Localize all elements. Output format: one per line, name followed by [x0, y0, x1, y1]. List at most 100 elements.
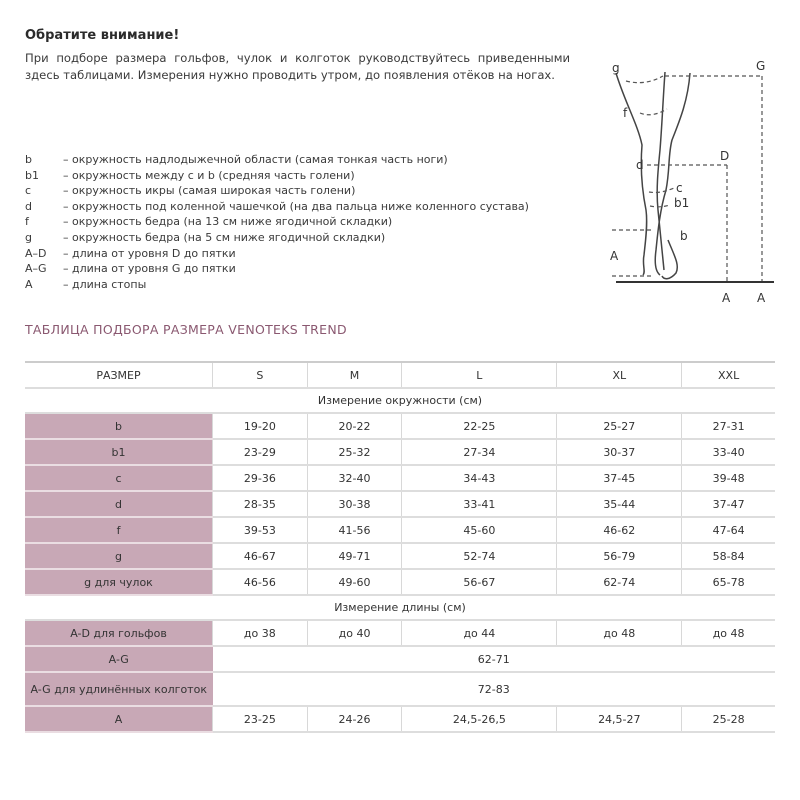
row-label: A-G для удлинённых колготок	[25, 672, 213, 707]
size-value: 47-64	[681, 517, 775, 544]
legend-text: – окружность бедра (на 5 см ниже ягодичн…	[63, 230, 386, 244]
table-row: b 19-20 20-22 22-25 25-27 27-31	[25, 413, 775, 440]
label-b: b	[680, 229, 688, 243]
size-value: 56-67	[401, 569, 557, 596]
legend-key: A–D	[25, 246, 47, 260]
table-row: b1 23-29 25-32 27-34 30-37 33-40	[25, 439, 775, 466]
size-value: 49-60	[306, 569, 402, 596]
legend-text: – длина от уровня D до пятки	[63, 246, 236, 260]
leg-measurement-diagram: g f d c b1 b A D G A A	[610, 59, 774, 305]
legend-text: – окружность под коленной чашечкой (на д…	[63, 199, 529, 213]
size-value: 52-74	[401, 543, 557, 570]
legend-key: b1	[25, 168, 39, 182]
label-b1: b1	[674, 196, 689, 210]
legend-key: b	[25, 153, 32, 166]
size-value: 33-41	[401, 491, 557, 518]
size-value: до 40	[306, 620, 402, 647]
row-label: g для чулок	[25, 569, 213, 596]
legend-text: – окружность бедра (на 13 см ниже ягодич…	[63, 215, 393, 229]
table-row: d 28-35 30-38 33-41 35-44 37-47	[25, 491, 775, 518]
label-d: d	[636, 158, 644, 172]
legend-item: g – окружность бедра (на 5 см ниже ягодич…	[25, 230, 529, 246]
table-title: ТАБЛИЦА ПОДБОРА РАЗМЕРА VENOTEKS TREND	[25, 322, 347, 337]
size-value: 62-74	[556, 569, 682, 596]
inner-leg-outline	[656, 71, 666, 271]
size-value: 25-32	[306, 439, 402, 466]
header-cell: РАЗМЕР	[25, 361, 213, 389]
size-value: 33-40	[681, 439, 775, 466]
size-value: до 44	[401, 620, 557, 647]
merged-value: 62-71	[212, 646, 775, 673]
size-value: 46-56	[212, 569, 308, 596]
size-value: 25-28	[681, 706, 775, 733]
section-row: Измерение окружности (см)	[25, 388, 775, 414]
header-cell: XL	[556, 361, 682, 389]
size-value: до 38	[212, 620, 308, 647]
size-value: 45-60	[401, 517, 557, 544]
right-leg-outline	[654, 72, 691, 276]
legend-text: – длина стопы	[63, 277, 147, 291]
row-label: d	[25, 491, 213, 518]
legend-item: A–D – длина от уровня D до пятки	[25, 246, 529, 262]
notice-text: При подборе размера гольфов, чулок и кол…	[25, 51, 570, 82]
row-label: g	[25, 543, 213, 570]
header-row: РАЗМЕР S M L XL XXL	[25, 361, 775, 389]
legend-key: d	[25, 199, 32, 213]
header-cell: M	[306, 361, 402, 389]
measurement-legend: b – окружность надлодыжечной области (сам…	[25, 152, 529, 292]
legend-text: – окружность между c и b (средняя часть …	[63, 168, 355, 182]
label-d-level: D	[720, 149, 729, 163]
size-value: до 48	[556, 620, 682, 647]
size-value: 30-37	[556, 439, 682, 466]
size-value: 65-78	[681, 569, 775, 596]
table-row: g для чулок 46-56 49-60 56-67 62-74 65-78	[25, 569, 775, 596]
size-value: 49-71	[306, 543, 402, 570]
size-value: 30-38	[306, 491, 402, 518]
table-row: A 23-25 24-26 24,5-26,5 24,5-27 25-28	[25, 706, 775, 733]
size-value: 37-47	[681, 491, 775, 518]
size-value: 37-45	[556, 465, 682, 492]
section-row: Измерение длины (см)	[25, 595, 775, 621]
size-value: до 48	[681, 620, 775, 647]
label-g-level: G	[756, 59, 765, 73]
legend-key: A	[25, 277, 33, 291]
row-label: c	[25, 465, 213, 492]
size-value: 24,5-26,5	[401, 706, 557, 733]
size-value: 35-44	[556, 491, 682, 518]
section-circumference: Измерение окружности (см)	[25, 388, 775, 414]
foot-outline	[661, 239, 679, 280]
size-table: РАЗМЕР S M L XL XXL Измерение окружности (см) b…	[25, 361, 775, 733]
size-value: 25-27	[556, 413, 682, 440]
size-value: 29-36	[212, 465, 308, 492]
label-g: g	[612, 61, 620, 75]
label-a-d: A	[722, 291, 731, 305]
legend-item: b – окружность надлодыжечной области (сам…	[25, 152, 529, 168]
table-row: A-G для удлинённых колготок 72-83	[25, 672, 775, 707]
notice-title: Обратите внимание!	[25, 28, 180, 43]
label-f: f	[623, 106, 628, 120]
size-value: 24,5-27	[556, 706, 682, 733]
label-c: c	[676, 181, 683, 195]
table-row: A-G 62-71	[25, 646, 775, 673]
label-a-left: A	[610, 249, 619, 263]
row-label: A	[25, 706, 213, 733]
size-value: 19-20	[212, 413, 308, 440]
row-label: b1	[25, 439, 213, 466]
size-value: 20-22	[306, 413, 402, 440]
size-value: 56-79	[556, 543, 682, 570]
size-value: 23-29	[212, 439, 308, 466]
legend-item: b1 – окружность между c и b (средняя част…	[25, 168, 529, 184]
legend-item: f – окружность бедра (на 13 см ниже ягоди…	[25, 214, 529, 230]
header-cell: S	[212, 361, 308, 389]
table-row: c 29-36 32-40 34-43 37-45 39-48	[25, 465, 775, 492]
size-value: 28-35	[212, 491, 308, 518]
label-a-g: A	[757, 291, 766, 305]
row-label: A-G	[25, 646, 213, 673]
legend-text: – окружность надлодыжечной области (сама…	[63, 153, 448, 166]
size-value: 27-34	[401, 439, 557, 466]
size-value: 22-25	[401, 413, 557, 440]
left-leg-outline	[615, 72, 648, 276]
table-row: f 39-53 41-56 45-60 46-62 47-64	[25, 517, 775, 544]
size-value: 41-56	[306, 517, 402, 544]
merged-value: 72-83	[212, 672, 775, 707]
